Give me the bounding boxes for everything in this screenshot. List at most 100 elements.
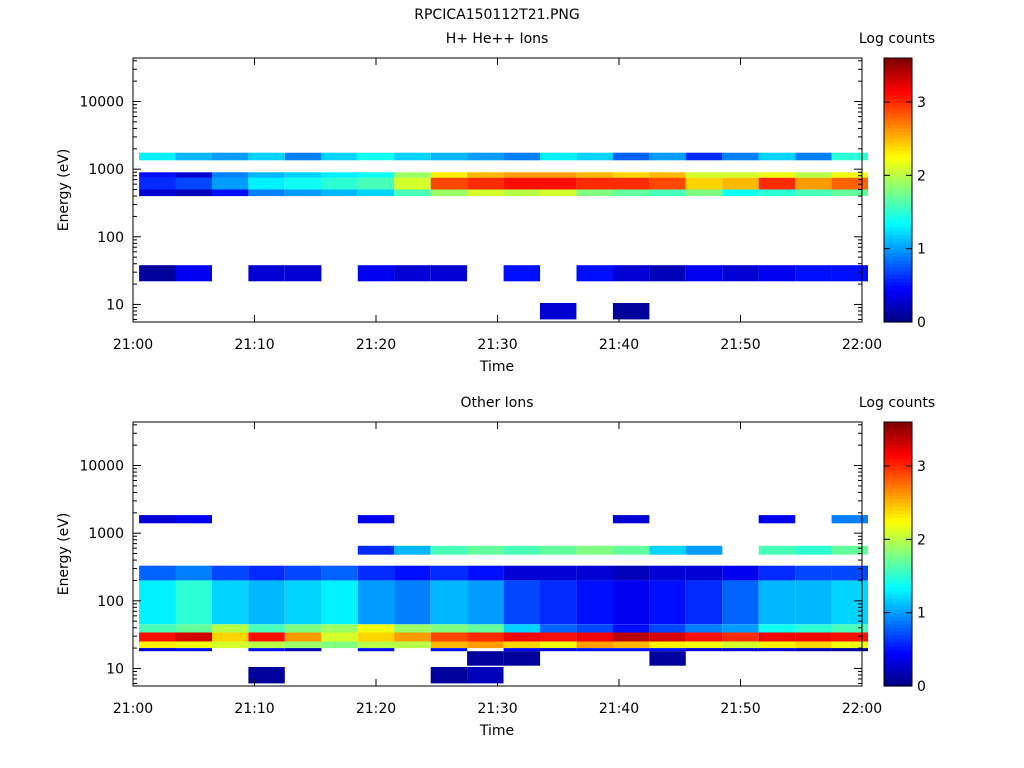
colorbar-swatch bbox=[884, 473, 912, 478]
colorbar-swatch bbox=[884, 120, 912, 125]
heatmap-cell bbox=[649, 545, 686, 555]
heatmap-cell bbox=[795, 172, 832, 178]
heatmap-cell bbox=[685, 641, 723, 649]
heatmap-cell bbox=[540, 624, 577, 633]
heatmap-cell bbox=[503, 265, 541, 282]
colorbar-swatch bbox=[884, 513, 912, 518]
heatmap-cell bbox=[685, 545, 723, 555]
colorbar-swatch bbox=[884, 127, 912, 132]
heatmap-cell bbox=[649, 189, 686, 197]
colorbar-swatch bbox=[884, 425, 912, 430]
heatmap-cell bbox=[248, 265, 285, 282]
heatmap-cell bbox=[649, 651, 686, 666]
colorbar-swatch bbox=[884, 623, 912, 628]
heatmap-cell bbox=[795, 545, 832, 555]
heatmap-cell bbox=[139, 632, 176, 642]
colorbar-swatch bbox=[884, 281, 912, 286]
heatmap-cell bbox=[139, 641, 176, 649]
y-tick-label: 10000 bbox=[79, 459, 124, 475]
heatmap-cell bbox=[394, 624, 431, 633]
heatmap-cell bbox=[722, 632, 759, 642]
heatmap-cell bbox=[722, 152, 759, 161]
colorbar-swatch bbox=[884, 61, 912, 66]
colorbar-swatch bbox=[884, 182, 912, 187]
heatmap-cell bbox=[576, 648, 613, 652]
colorbar-swatch bbox=[884, 252, 912, 257]
colorbar-swatch bbox=[884, 642, 912, 647]
x-tick-label: 22:00 bbox=[842, 701, 882, 717]
colorbar-swatch bbox=[884, 300, 912, 305]
heatmap-cell bbox=[430, 580, 468, 625]
heatmap-cell bbox=[795, 177, 832, 190]
colorbar-swatch bbox=[884, 179, 912, 184]
heatmap-cell bbox=[758, 515, 796, 524]
heatmap-cell bbox=[576, 565, 613, 581]
x-tick-label: 21:20 bbox=[356, 337, 396, 353]
colorbar-swatch bbox=[884, 149, 912, 154]
colorbar-swatch bbox=[884, 58, 912, 63]
colorbar-swatch bbox=[884, 219, 912, 224]
colorbar-swatch bbox=[884, 429, 912, 434]
colorbar-swatch bbox=[884, 138, 912, 143]
heatmap-cell bbox=[612, 565, 650, 581]
colorbar-swatch bbox=[884, 671, 912, 676]
heatmap-cell bbox=[503, 177, 541, 190]
heatmap-cell bbox=[612, 624, 650, 633]
colorbar-swatch bbox=[884, 587, 912, 592]
heatmap-cell bbox=[430, 172, 468, 178]
x-axis-label: Time bbox=[479, 359, 514, 375]
heatmap-cell bbox=[139, 177, 176, 190]
heatmap-cell bbox=[758, 624, 796, 633]
heatmap-cell bbox=[430, 152, 468, 161]
colorbar-swatch bbox=[884, 506, 912, 511]
colorbar-swatch bbox=[884, 289, 912, 294]
heatmap-cell bbox=[649, 265, 686, 282]
colorbar-swatch bbox=[884, 572, 912, 577]
colorbar-swatch bbox=[884, 197, 912, 202]
heatmap-cell bbox=[758, 189, 796, 197]
colorbar-swatch bbox=[884, 160, 912, 165]
colorbar-swatch bbox=[884, 171, 912, 176]
heatmap-cell bbox=[685, 648, 723, 652]
heatmap-cell bbox=[503, 648, 541, 652]
colorbar-swatch bbox=[884, 69, 912, 74]
colorbar: 0 1 2 3 bbox=[883, 421, 926, 695]
figure-title: RPCICA150112T21.PNG bbox=[414, 7, 579, 23]
heatmap-cell bbox=[284, 641, 322, 649]
colorbar-swatch bbox=[884, 539, 912, 544]
colorbar-swatch bbox=[884, 102, 912, 107]
x-tick-label: 21:40 bbox=[599, 337, 639, 353]
heatmap-cell bbox=[321, 177, 358, 190]
colorbar-swatch bbox=[884, 649, 912, 654]
panel-title: H+ He++ Ions bbox=[446, 31, 549, 47]
colorbar-swatch bbox=[884, 469, 912, 474]
colorbar-tick-label: 3 bbox=[917, 95, 926, 111]
colorbar-swatch bbox=[884, 627, 912, 632]
colorbar-swatch bbox=[884, 682, 912, 687]
heatmap-cell bbox=[467, 152, 504, 161]
heatmap-cell bbox=[139, 189, 176, 197]
colorbar-swatch bbox=[884, 113, 912, 118]
colorbar-swatch bbox=[884, 521, 912, 526]
heatmap-cell bbox=[685, 177, 723, 190]
heatmap-cell bbox=[357, 545, 395, 555]
x-tick-label: 21:10 bbox=[234, 337, 274, 353]
heatmap-cell bbox=[612, 189, 650, 197]
colorbar-swatch bbox=[884, 278, 912, 283]
colorbar-swatch bbox=[884, 285, 912, 290]
heatmap-cell bbox=[722, 580, 759, 625]
heatmap-cell bbox=[503, 565, 541, 581]
heatmap-cell bbox=[212, 580, 249, 625]
heatmap-cell bbox=[467, 177, 504, 190]
heatmap-cell bbox=[576, 265, 613, 282]
colorbar-tick-label: 0 bbox=[917, 679, 926, 695]
y-axis-label: Energy (eV) bbox=[56, 149, 72, 232]
colorbar-swatch bbox=[884, 579, 912, 584]
colorbar-swatch bbox=[884, 267, 912, 272]
heatmap-cell bbox=[175, 632, 212, 642]
heatmap-cell bbox=[357, 152, 395, 161]
colorbar-swatch bbox=[884, 146, 912, 151]
colorbar-swatch bbox=[884, 653, 912, 658]
heatmap-cell bbox=[685, 580, 723, 625]
heatmap-cell bbox=[612, 303, 650, 320]
